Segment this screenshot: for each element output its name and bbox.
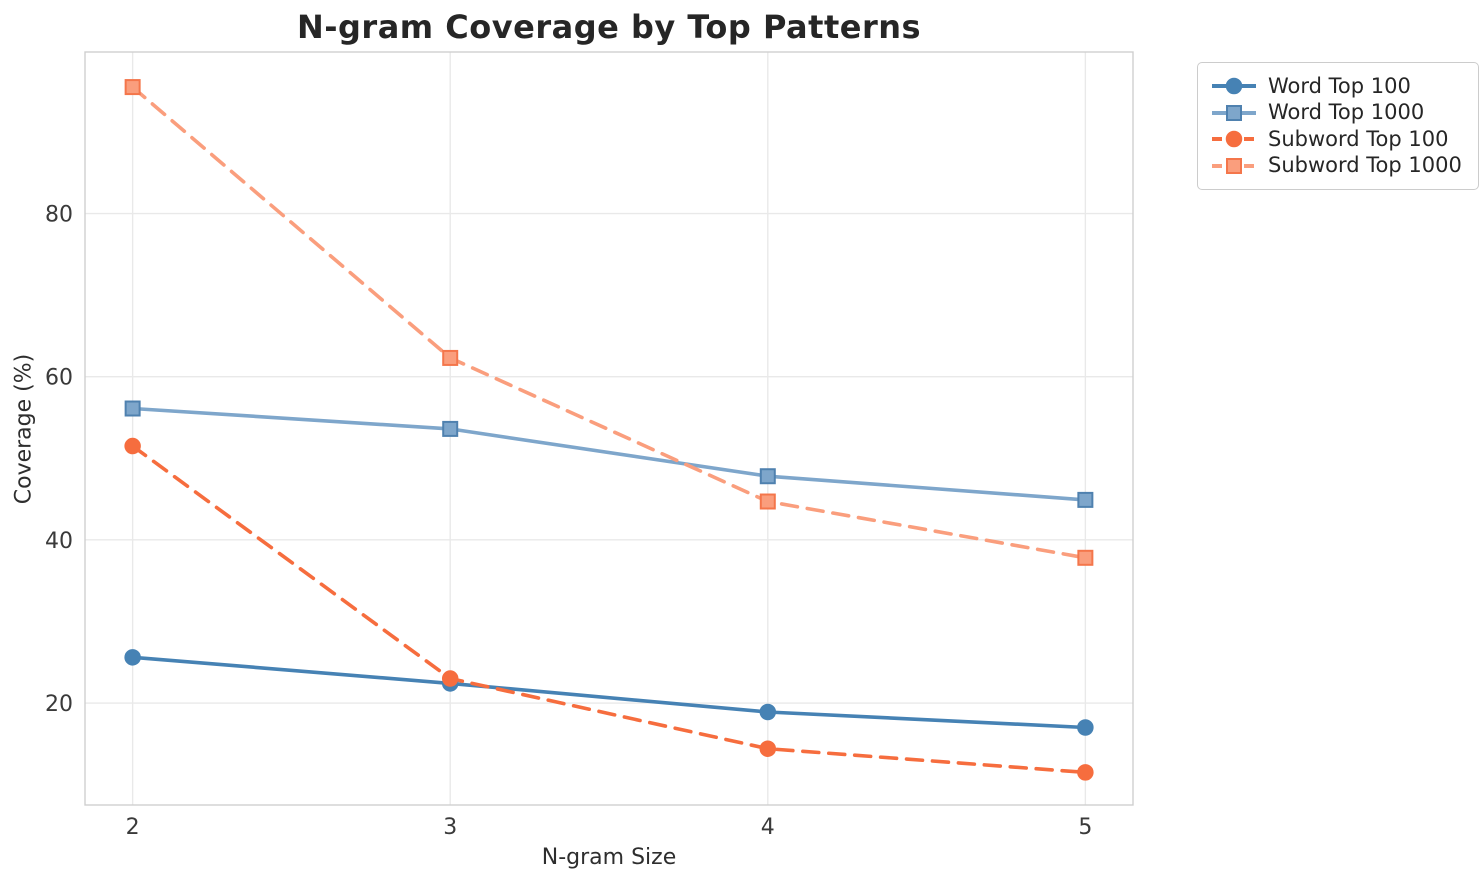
legend-marker-square-icon xyxy=(1212,157,1256,174)
legend-marker-circle-icon xyxy=(1212,131,1256,148)
marker-1-x3 xyxy=(442,420,459,437)
legend-label: Word Top 100 xyxy=(1268,73,1411,98)
marker-2-x4 xyxy=(759,740,777,757)
legend-item-1: Word Top 1000 xyxy=(1210,100,1462,127)
x-tick-label-4: 4 xyxy=(761,815,775,840)
legend-label: Word Top 1000 xyxy=(1268,100,1425,125)
series-line-2 xyxy=(130,444,1088,775)
legend: Word Top 100 Word Top 1000 Subword Top 100… xyxy=(1197,62,1479,190)
y-tick-label-80: 80 xyxy=(45,203,73,228)
x-tick-label-5: 5 xyxy=(1078,815,1092,840)
marker-2-x5 xyxy=(1077,764,1094,781)
marker-0-x4 xyxy=(759,703,777,721)
marker-0-x2 xyxy=(124,649,141,666)
x-tick-label-2: 2 xyxy=(126,815,140,840)
marker-1-x2 xyxy=(124,400,141,417)
marker-2-x3 xyxy=(441,670,459,687)
legend-label: Subword Top 100 xyxy=(1268,126,1449,151)
series-line-0 xyxy=(130,655,1088,730)
legend-item-3: Subword Top 1000 xyxy=(1210,153,1462,180)
marker-1-x4 xyxy=(759,468,776,485)
legend-item-0: Word Top 100 xyxy=(1210,73,1462,100)
marker-0-x5 xyxy=(1077,719,1094,736)
x-axis-label: N-gram Size xyxy=(541,845,677,870)
y-tick-label-60: 60 xyxy=(45,366,73,391)
marker-3-x4 xyxy=(759,493,776,510)
series-line-3 xyxy=(130,85,1088,560)
marker-3-x2 xyxy=(124,79,141,96)
legend-marker-square-icon xyxy=(1212,104,1256,121)
marker-3-x3 xyxy=(442,349,459,366)
chart-title: N-gram Coverage by Top Patterns xyxy=(296,8,922,46)
y-tick-label-20: 20 xyxy=(45,692,73,717)
legend-marker-circle-icon xyxy=(1212,78,1256,95)
legend-label: Subword Top 1000 xyxy=(1268,153,1462,178)
legend-item-2: Subword Top 100 xyxy=(1210,126,1462,153)
x-tick-label-3: 3 xyxy=(443,815,457,840)
marker-3-x5 xyxy=(1077,549,1094,566)
y-tick-label-40: 40 xyxy=(45,529,73,554)
marker-1-x5 xyxy=(1077,491,1094,508)
y-axis-label: Coverage (%) xyxy=(11,353,37,505)
series-line-1 xyxy=(130,406,1088,502)
plot-border xyxy=(84,51,1134,806)
marker-2-x2 xyxy=(124,437,141,455)
